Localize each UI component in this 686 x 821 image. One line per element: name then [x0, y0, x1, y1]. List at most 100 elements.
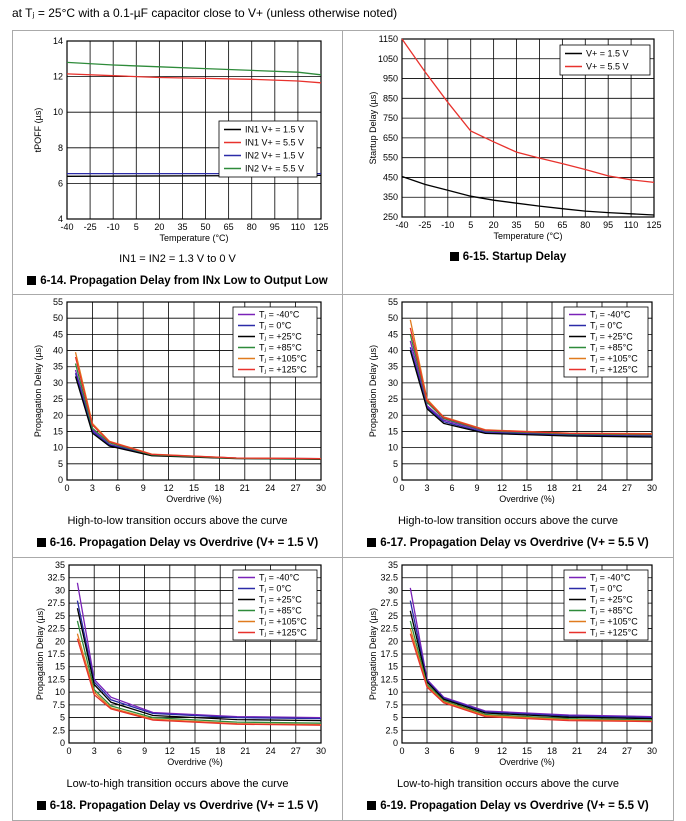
y-tick-label: 32.5	[47, 573, 65, 583]
legend-label: Tⱼ = +25°C	[590, 332, 633, 342]
x-tick-label: 24	[265, 483, 275, 493]
x-tick-label: 27	[291, 746, 301, 756]
y-tick-label: 0	[58, 475, 63, 485]
legend-label: Tⱼ = 0°C	[259, 321, 292, 331]
x-tick-label: 27	[622, 746, 632, 756]
chart-6-17: 0 5 10 15 20 25 30 35 40 45 50 55 0 3 6 9 12 15 18 21 24 27 30…	[368, 297, 657, 504]
x-tick-label: 0	[399, 483, 404, 493]
series-line	[409, 587, 653, 718]
y-axis-label: tPOFF (µs)	[33, 108, 43, 153]
x-tick-label: 125	[646, 220, 661, 230]
y-tick-label: 55	[388, 297, 398, 307]
figure-panel-6-18: 0 2.5 5 7.5 10 12.5 15 17.5 20 22.5 25 27.5 30 32.5 35…	[12, 558, 343, 821]
x-tick-label: 9	[141, 483, 146, 493]
chart-6-19: 02.557.51012.51517.52022.52527.53032.535…	[368, 560, 657, 767]
legend-label: IN1 V+ = 1.5 V	[245, 125, 304, 135]
y-tick-label: 50	[388, 313, 398, 323]
x-tick-label: -25	[84, 222, 97, 232]
x-tick-label: 30	[647, 746, 657, 756]
legend-box	[563, 569, 649, 641]
figure-icon	[27, 276, 37, 285]
y-tick-label: 15	[388, 662, 398, 672]
figure-icon	[449, 252, 459, 261]
y-tick-label: 10	[55, 687, 65, 697]
y-axis-label: Startup Delay (µs)	[368, 92, 378, 165]
y-tick-label: 15	[55, 662, 65, 672]
legend-label: Tⱼ = +25°C	[259, 332, 302, 342]
y-tick-label: 5	[60, 713, 65, 723]
figure-caption-6-14: 6-14. Propagation Delay from INx Low to …	[13, 275, 342, 287]
plot-frame	[401, 301, 653, 481]
series-line	[76, 582, 322, 719]
figure-label: 6-14.	[40, 275, 67, 287]
y-tick-label: 12.5	[380, 674, 398, 684]
y-tick-label: 0	[393, 738, 398, 748]
x-tick-label: 3	[90, 483, 95, 493]
plot-frame	[401, 38, 655, 218]
figure-icon	[367, 801, 377, 810]
figure-panel-6-16: 0 5 10 15 20 25 30 35 40 45 50 55 0 3 6 9 12 15 18 21 24 27 30…	[12, 295, 343, 558]
series-line	[76, 620, 322, 724]
legend-label: Tⱼ = +105°C	[590, 354, 638, 364]
legend-box	[563, 306, 649, 378]
figure-icon	[36, 801, 46, 810]
x-tick-label: 80	[247, 222, 257, 232]
legend-label: Tⱼ = +85°C	[590, 343, 633, 353]
y-tick-label: 5	[58, 459, 63, 469]
x-tick-label: 9	[474, 483, 479, 493]
legend-label: V+ = 5.5 V	[586, 62, 629, 72]
y-tick-label: 6	[58, 178, 63, 188]
y-tick-label: 10	[388, 687, 398, 697]
y-tick-label: 25	[388, 394, 398, 404]
series-line	[76, 608, 322, 722]
chart-6-18: 02.557.51012.51517.52022.52527.53032.535…	[35, 560, 326, 767]
legend-label: Tⱼ = +125°C	[590, 628, 638, 638]
x-tick-label: 21	[572, 483, 582, 493]
figure-caption-6-16: 6-16. Propagation Delay vs Overdrive (V+…	[13, 537, 342, 549]
x-tick-label: 24	[597, 746, 607, 756]
y-tick-label: 15	[53, 426, 63, 436]
figure-title: Propagation Delay vs Overdrive (V+ = 1.5…	[79, 800, 319, 812]
legend-label: Tⱼ = +125°C	[590, 365, 638, 375]
y-tick-label: 10	[388, 443, 398, 453]
y-tick-label: 40	[388, 346, 398, 356]
y-tick-label: 750	[383, 113, 398, 123]
x-tick-label: 50	[201, 222, 211, 232]
series-line	[409, 327, 653, 435]
y-axis-label: Propagation Delay (µs)	[368, 608, 378, 700]
y-tick-label: 27.5	[47, 598, 65, 608]
y-tick-label: 550	[383, 153, 398, 163]
x-tick-label: 9	[474, 746, 479, 756]
legend-label: Tⱼ = +105°C	[259, 617, 307, 627]
x-tick-label: 65	[224, 222, 234, 232]
y-tick-label: 25	[388, 611, 398, 621]
x-tick-label: 15	[190, 746, 200, 756]
y-tick-label: 30	[388, 585, 398, 595]
y-tick-label: 8	[58, 143, 63, 153]
page-header-note: at Tⱼ = 25°C with a 0.1-µF capacitor clo…	[12, 6, 398, 20]
x-axis-label: Temperature (°C)	[493, 231, 562, 241]
figure-title: Propagation Delay from INx Low to Output…	[69, 275, 328, 287]
chart-note-6-19: Low-to-high transition occurs above the …	[397, 778, 619, 790]
x-tick-label: 15	[189, 483, 199, 493]
x-tick-label: 18	[215, 746, 225, 756]
series-line	[401, 175, 655, 216]
legend-label: Tⱼ = -40°C	[590, 310, 631, 320]
series-line	[401, 38, 655, 184]
x-tick-label: 18	[214, 483, 224, 493]
y-tick-label: 20	[388, 410, 398, 420]
legend-label: IN1 V+ = 5.5 V	[245, 138, 304, 148]
legend-label: Tⱼ = +105°C	[259, 354, 307, 364]
y-tick-label: 22.5	[380, 624, 398, 634]
x-tick-label: 21	[572, 746, 582, 756]
legend-label: Tⱼ = +105°C	[590, 617, 638, 627]
x-axis-label: Overdrive (%)	[166, 494, 222, 504]
figure-panel-6-19: 0 2.5 5 7.5 10 12.5 15 17.5 20 22.5 25 27.5 30 32.5 35…	[343, 558, 674, 821]
legend-box	[559, 44, 651, 76]
x-tick-label: 0	[66, 746, 71, 756]
figure-icon	[367, 538, 377, 547]
y-tick-label: 2.5	[52, 725, 65, 735]
x-tick-label: 0	[64, 483, 69, 493]
figure-caption-6-15: 6-15. Startup Delay	[343, 251, 673, 263]
legend-label: Tⱼ = 0°C	[590, 584, 623, 594]
